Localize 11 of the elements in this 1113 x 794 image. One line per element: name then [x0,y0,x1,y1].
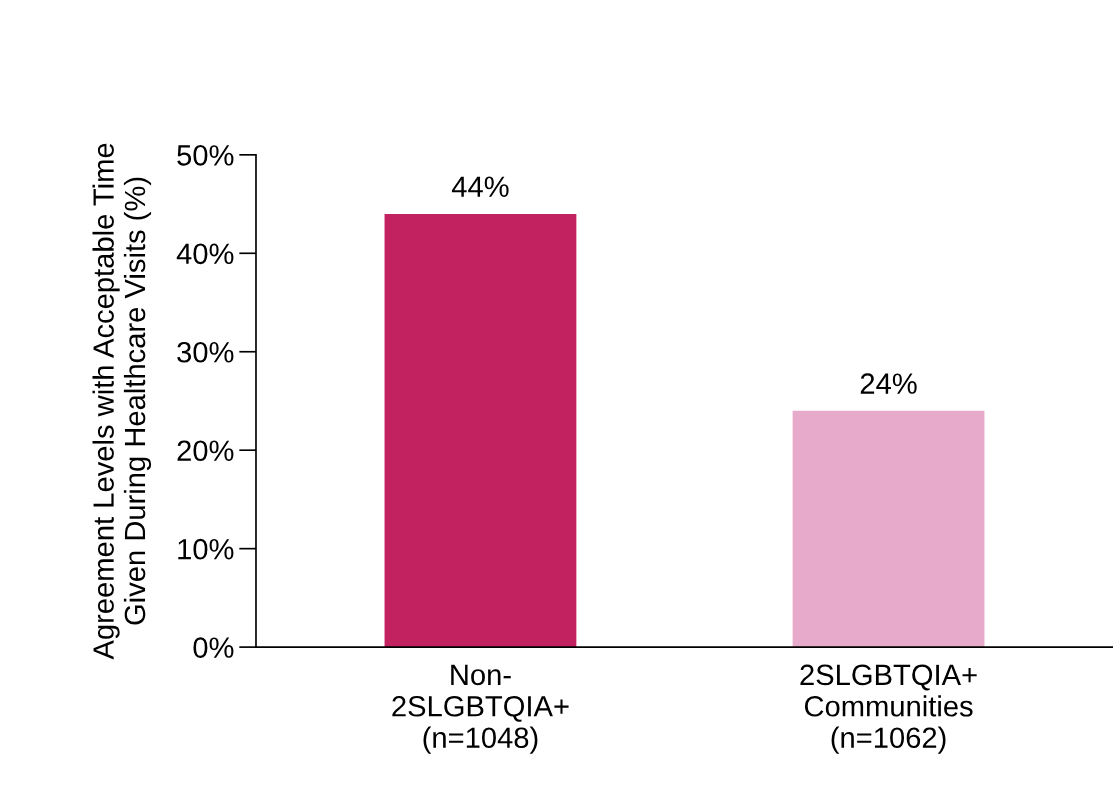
y-tick-label: 10% [178,538,234,560]
data-label: 24% [860,373,917,394]
y-tick-label: 0% [193,637,234,658]
x-tick-label: Non- 2SLGBTQIA+ (n=1048) [392,664,569,754]
y-tick-label: 50% [177,145,234,166]
y-tick-label: 20% [177,440,234,462]
y-tick-label: 30% [177,341,234,363]
y-axis-title: Agreement Levels with Acceptable Time Given During Healthcare Visits (%) [92,143,152,660]
y-tick-label: 40% [176,243,234,265]
x-tick-label: 2SLGBTQIA+ Communities (n=1062) [800,664,977,754]
data-label: 44% [451,176,509,197]
